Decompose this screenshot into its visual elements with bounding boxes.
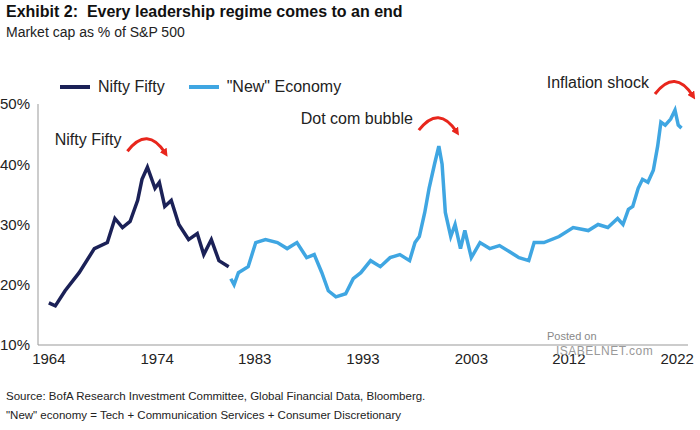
svg-text:Dot com bubble: Dot com bubble: [301, 110, 413, 127]
svg-text:30%: 30%: [8, 216, 30, 233]
svg-text:Inflation shock: Inflation shock: [547, 74, 650, 91]
svg-text:1983: 1983: [238, 350, 271, 367]
svg-text:2003: 2003: [455, 350, 488, 367]
svg-text:2022: 2022: [660, 350, 692, 367]
svg-text:1964: 1964: [32, 350, 65, 367]
svg-text:10%: 10%: [8, 336, 30, 353]
svg-text:40%: 40%: [8, 156, 30, 173]
svg-text:20%: 20%: [8, 276, 30, 293]
svg-text:1974: 1974: [140, 350, 173, 367]
svg-text:Nifty Fifty: Nifty Fifty: [55, 131, 122, 148]
svg-text:1993: 1993: [346, 350, 379, 367]
svg-text:50%: 50%: [8, 95, 30, 112]
